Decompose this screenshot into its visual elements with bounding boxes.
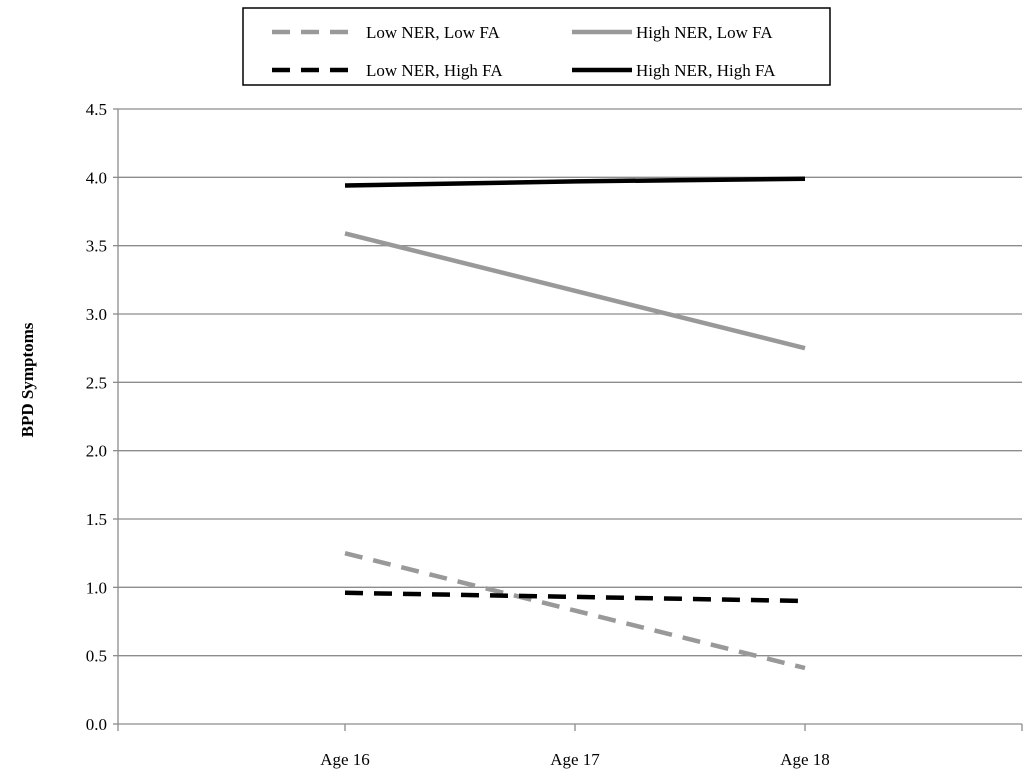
y-axis-title: BPD Symptoms	[18, 322, 37, 437]
series-line-1	[344, 231, 806, 351]
legend-label-1: High NER, Low FA	[636, 23, 773, 42]
y-tick-label: 4.0	[86, 168, 107, 187]
y-tick-label: 4.5	[86, 100, 107, 119]
gridlines	[118, 108, 1022, 657]
series-line-0	[344, 551, 806, 671]
y-tick-label: 0.5	[86, 647, 107, 666]
x-tick-label: Age 17	[550, 750, 600, 769]
y-tick-label: 3.5	[86, 237, 107, 256]
y-tick-label: 1.5	[86, 510, 107, 529]
x-tick-label: Age 16	[320, 750, 370, 769]
legend-label-2: Low NER, High FA	[366, 61, 503, 80]
axes: 0.0 0.5 1.0 1.5 2.0 2.5 3.0 3.5 4.0 4.5 Age 16 Age …	[86, 100, 1023, 769]
y-tick-label: 2.5	[86, 373, 107, 392]
series-lines	[344, 176, 806, 671]
y-tick-label: 3.0	[86, 305, 107, 324]
y-tick-label: 1.0	[86, 578, 107, 597]
series-line-3	[344, 176, 806, 188]
series-line-2	[344, 590, 806, 604]
y-tick-label: 0.0	[86, 715, 107, 734]
y-tick-label: 2.0	[86, 442, 107, 461]
x-tick-label: Age 18	[780, 750, 830, 769]
legend-label-0: Low NER, Low FA	[366, 23, 501, 42]
legend-label-3: High NER, High FA	[636, 61, 776, 80]
legend: Low NER, Low FA High NER, Low FA Low NER, …	[242, 7, 831, 86]
